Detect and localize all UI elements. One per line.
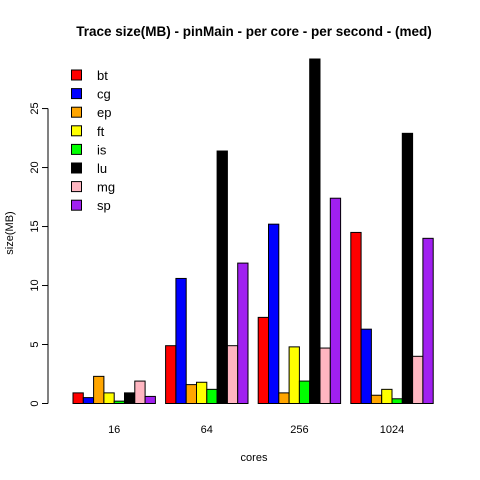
y-tick-label: 0 xyxy=(29,400,41,406)
bar-is-1024 xyxy=(391,398,403,404)
legend-label-sp: sp xyxy=(97,198,111,213)
legend-label-ft: ft xyxy=(97,124,105,139)
y-tick-label: 15 xyxy=(29,220,41,232)
bar-mg-16 xyxy=(134,380,146,404)
bar-lu-1024 xyxy=(401,132,414,405)
bar-ep-1024 xyxy=(370,394,383,404)
x-axis-label: cores xyxy=(241,452,268,464)
chart-title: Trace size(MB) - pinMain - per core - pe… xyxy=(76,24,432,39)
y-axis-label: size(MB) xyxy=(4,211,16,254)
bar-ft-256 xyxy=(288,346,300,404)
bar-ep-16 xyxy=(93,375,105,404)
bar-area xyxy=(72,58,434,405)
legend-swatch-ep xyxy=(71,106,82,118)
bar-ep-256 xyxy=(278,392,290,405)
bar-ft-1024 xyxy=(381,388,393,404)
bar-bt-256 xyxy=(257,316,270,405)
bar-bt-64 xyxy=(165,345,177,405)
y-tick-label: 5 xyxy=(29,341,41,347)
bar-is-256 xyxy=(298,380,311,404)
legend-label-cg: cg xyxy=(97,87,111,102)
x-tick-label: 64 xyxy=(201,424,213,436)
x-tick-labels: 16 64 256 1024 xyxy=(108,424,404,436)
bar-lu-64 xyxy=(216,150,228,404)
legend-swatch-cg xyxy=(71,88,82,100)
legend-label-ep: ep xyxy=(97,105,111,120)
x-tick-label: 256 xyxy=(290,424,308,436)
legend-label-mg: mg xyxy=(97,180,115,195)
bar-ft-64 xyxy=(196,381,208,405)
bar-sp-16 xyxy=(144,395,156,405)
legend-swatch-mg xyxy=(71,181,82,193)
bar-cg-256 xyxy=(268,223,280,404)
legend: bt cg ep ft is lu mg sp xyxy=(71,68,115,213)
bar-cg-1024 xyxy=(360,328,372,405)
bar-sp-256 xyxy=(329,197,342,404)
y-tick-label: 10 xyxy=(29,279,41,291)
bar-ep-64 xyxy=(185,384,197,404)
legend-swatch-is xyxy=(71,143,82,155)
legend-swatch-ft xyxy=(71,125,82,137)
bar-lu-16 xyxy=(124,392,136,405)
bar-mg-1024 xyxy=(412,355,424,404)
x-tick-label: 16 xyxy=(108,424,120,436)
bar-bt-16 xyxy=(72,392,84,405)
bar-sp-1024 xyxy=(422,237,434,404)
legend-swatch-lu xyxy=(71,162,82,174)
y-tick-label: 20 xyxy=(29,161,41,173)
legend-swatch-bt xyxy=(71,69,82,81)
y-tick-label: 25 xyxy=(29,102,41,114)
legend-swatch-sp xyxy=(71,199,82,211)
x-tick-label: 1024 xyxy=(380,424,404,436)
bar-bt-1024 xyxy=(350,231,362,404)
legend-label-bt: bt xyxy=(97,68,108,83)
bar-is-16 xyxy=(113,400,125,405)
bar-cg-16 xyxy=(82,397,95,405)
bar-cg-64 xyxy=(175,277,187,404)
bar-sp-64 xyxy=(237,262,249,404)
bar-mg-256 xyxy=(319,347,331,404)
bar-mg-64 xyxy=(226,345,239,405)
bar-is-64 xyxy=(206,388,218,404)
legend-label-is: is xyxy=(97,142,107,157)
bar-lu-256 xyxy=(309,58,321,404)
legend-label-lu: lu xyxy=(97,161,107,176)
y-axis: 0 5 10 15 20 25 xyxy=(29,102,49,407)
bar-ft-16 xyxy=(103,392,115,405)
